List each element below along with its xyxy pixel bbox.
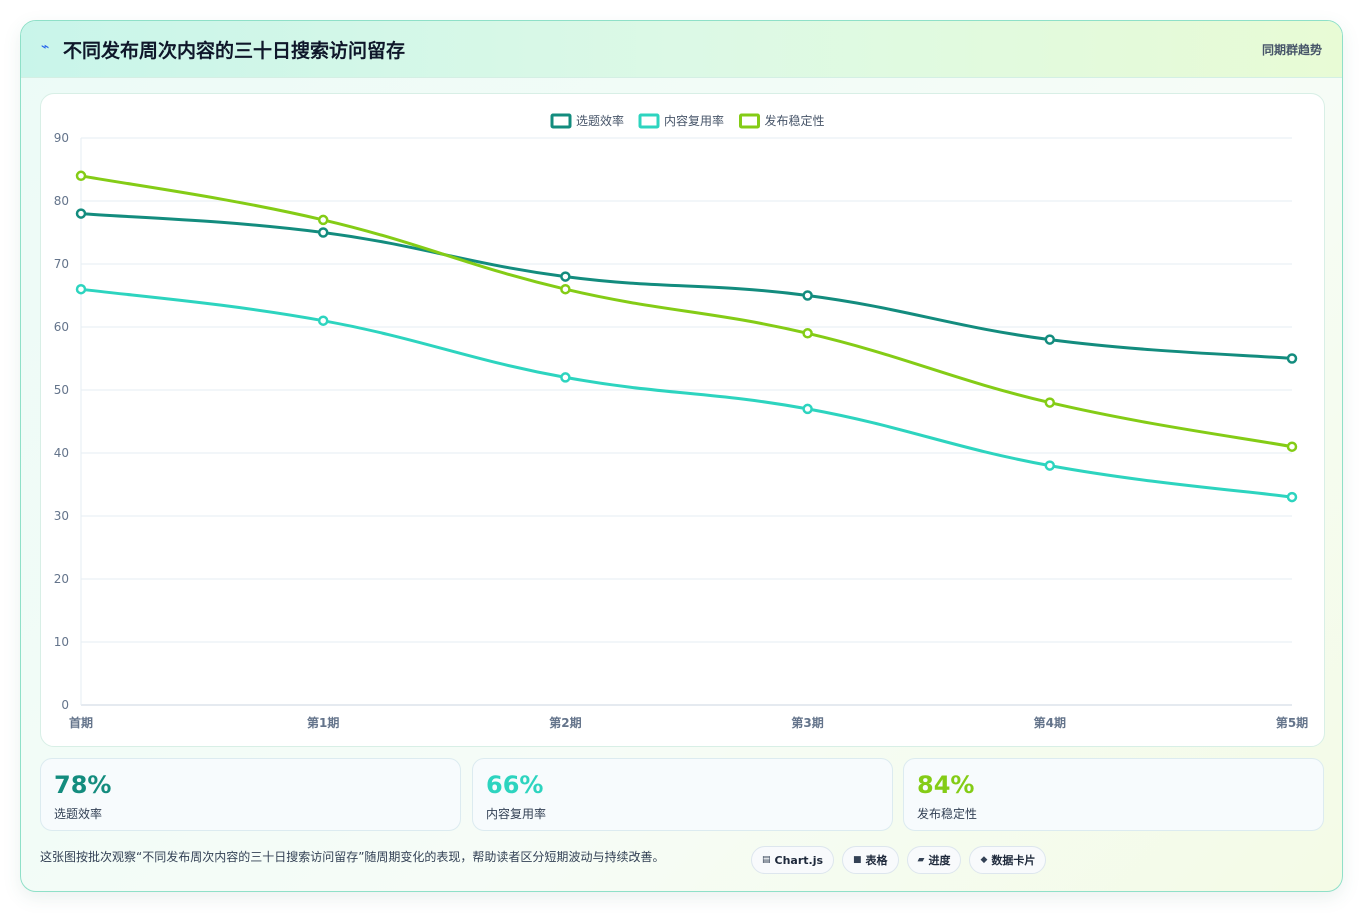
dashboard-card: ⌁ 不同发布周次内容的三十日搜索访问留存 同期群趋势 0 10 20 30 40 50 60…	[20, 20, 1343, 892]
y-tick-label: 70	[54, 257, 69, 271]
kpi-card-publish-stability: 84% 发布稳定性	[903, 758, 1324, 831]
kpi-value: 78%	[54, 771, 112, 799]
data-point	[75, 283, 87, 295]
x-tick-label: 第2期	[549, 715, 581, 730]
tag-pills: ▤ Chart.js ■ 表格 ▰ 进度 ◆ 数据卡片	[751, 846, 1047, 874]
pill-label: Chart.js	[774, 853, 824, 867]
pill-label: 表格	[865, 854, 888, 867]
chart-icon: ▤	[762, 855, 771, 865]
series-line-1	[79, 287, 1294, 499]
data-point	[317, 227, 329, 238]
pill-data-card[interactable]: ◆ 数据卡片	[969, 846, 1047, 874]
kpi-card-topic-efficiency: 78% 选题效率	[40, 758, 461, 831]
data-point	[802, 328, 813, 339]
data-point	[560, 372, 571, 383]
data-point	[560, 283, 571, 295]
data-point	[1286, 441, 1298, 452]
data-point	[802, 290, 813, 301]
legend-label: 选题效率	[576, 113, 624, 128]
data-point	[560, 271, 571, 282]
lightning-icon: ⌁	[41, 39, 50, 55]
legend-label: 内容复用率	[664, 113, 724, 128]
card-icon: ◆	[980, 855, 988, 865]
chart-description: 这张图按批次观察“不同发布周次内容的三十日搜索访问留存”随周期变化的表现，帮助读…	[40, 850, 665, 864]
kpi-label: 发布稳定性	[917, 807, 978, 821]
legend-swatch	[638, 113, 660, 129]
kpi-label: 内容复用率	[486, 807, 547, 821]
data-point	[317, 214, 329, 226]
y-tick-label: 50	[54, 383, 69, 397]
data-point	[317, 315, 329, 326]
y-tick-label: 10	[54, 635, 69, 649]
series-line-0	[79, 212, 1294, 360]
pill-chartjs[interactable]: ▤ Chart.js	[751, 846, 835, 874]
chart-title: 不同发布周次内容的三十日搜索访问留存	[63, 40, 406, 62]
series-line-2	[79, 174, 1294, 449]
pill-progress[interactable]: ▰ 进度	[906, 846, 962, 874]
y-tick-label: 60	[54, 320, 69, 334]
y-tick-label: 80	[54, 194, 69, 208]
x-tick-label: 第1期	[307, 715, 339, 730]
y-tick-label: 20	[54, 572, 69, 586]
y-tick-label: 40	[54, 446, 69, 460]
data-point	[1044, 460, 1056, 471]
data-point	[1286, 353, 1298, 364]
cohort-trend-tag: 同期群趋势	[1261, 43, 1322, 57]
x-tick-label: 第5期	[1276, 715, 1308, 730]
kpi-value: 84%	[917, 771, 975, 799]
legend-swatch	[739, 113, 760, 129]
x-tick-label: 第3期	[791, 715, 823, 730]
pill-table[interactable]: ■ 表格	[842, 846, 899, 874]
y-tick-label: 30	[54, 509, 69, 523]
pill-label: 数据卡片	[991, 854, 1036, 867]
progress-icon: ▰	[917, 855, 925, 865]
data-point	[1044, 397, 1056, 408]
kpi-value: 66%	[486, 771, 544, 799]
y-tick-label: 90	[54, 131, 69, 145]
table-icon: ■	[853, 855, 862, 865]
legend-label: 发布稳定性	[765, 113, 825, 128]
data-point	[802, 403, 813, 415]
legend-swatch	[550, 113, 572, 129]
data-point	[1286, 491, 1298, 503]
line-chart: 0 10 20 30 40 50 60 70 80 90 首期 第1期 第2期 第3期 第4期 第5期 选题效率…	[54, 113, 1308, 730]
data-point	[75, 170, 87, 182]
x-tick-label: 第4期	[1034, 715, 1066, 730]
card-header: ⌁ 不同发布周次内容的三十日搜索访问留存 同期群趋势	[21, 21, 1342, 78]
chart-panel: 0 10 20 30 40 50 60 70 80 90 首期 第1期 第2期 第3期 第4期 第5期 选题效率…	[40, 93, 1325, 747]
kpi-label: 选题效率	[54, 807, 103, 821]
data-point	[75, 208, 87, 219]
data-point	[1044, 334, 1056, 345]
pill-label: 进度	[928, 854, 951, 867]
kpi-card-content-reuse: 66% 内容复用率	[472, 758, 893, 831]
y-tick-label: 0	[61, 698, 69, 712]
x-tick-label: 首期	[69, 715, 93, 730]
